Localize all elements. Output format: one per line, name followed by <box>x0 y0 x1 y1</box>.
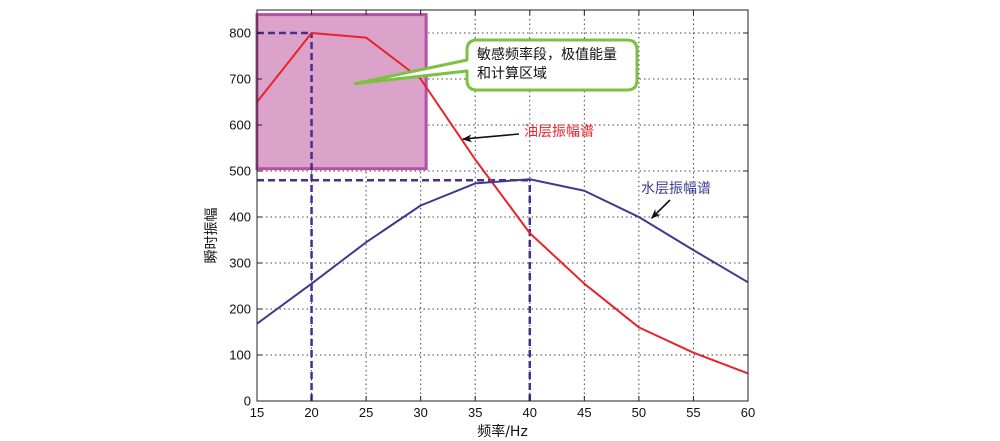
x-tick-label: 60 <box>741 405 755 420</box>
x-axis-title: 频率/Hz <box>477 423 528 440</box>
x-tick-label: 20 <box>304 405 318 420</box>
water-series-label: 水层振幅谱 <box>641 181 711 197</box>
y-tick-label: 700 <box>229 72 251 87</box>
plot-frame <box>256 9 749 402</box>
x-tick-label: 25 <box>359 405 373 420</box>
y-tick-label: 500 <box>229 164 251 179</box>
x-tick-label: 30 <box>413 405 427 420</box>
water-series-line <box>256 178 749 325</box>
x-tick-label: 35 <box>468 405 482 420</box>
oil-series-label: 油层振幅谱 <box>524 124 594 140</box>
oil-series-annotation: 油层振幅谱 <box>461 124 594 143</box>
y-tick-label: 0 <box>244 394 251 409</box>
x-tick-label: 45 <box>577 405 591 420</box>
highlight-region-group <box>255 13 428 171</box>
oil-series-line <box>256 32 749 375</box>
series-lines <box>256 32 749 375</box>
reference-lines <box>257 31 532 401</box>
y-tick-label: 600 <box>229 118 251 133</box>
y-tick-label: 200 <box>229 302 251 317</box>
callout-bubble <box>353 38 639 92</box>
water-arrow <box>650 199 671 219</box>
y-axis-title: 瞬时振幅 <box>204 208 220 264</box>
x-tick-label: 50 <box>632 405 646 420</box>
water-series-annotation: 水层振幅谱 <box>641 181 711 219</box>
y-tick-label: 800 <box>229 26 251 41</box>
x-tick-label: 55 <box>686 405 700 420</box>
y-tick-label: 400 <box>229 210 251 225</box>
y-tick-label: 100 <box>229 348 251 363</box>
callout-text-line-1: 敏感频率段，极值能量 <box>477 46 617 63</box>
y-tick-label: 300 <box>229 256 251 271</box>
x-tick-label: 15 <box>250 405 264 420</box>
callout-text-line-2: 和计算区域 <box>477 66 547 82</box>
highlight-region <box>255 13 428 171</box>
x-tick-label: 40 <box>523 405 537 420</box>
oil-arrow <box>461 133 520 143</box>
tick-labels: 15 20 25 30 35 40 45 50 55 6001002003004005006007… <box>229 10 755 420</box>
callout-annotation: 敏感频率段，极值能量 和计算区域 <box>353 38 639 92</box>
